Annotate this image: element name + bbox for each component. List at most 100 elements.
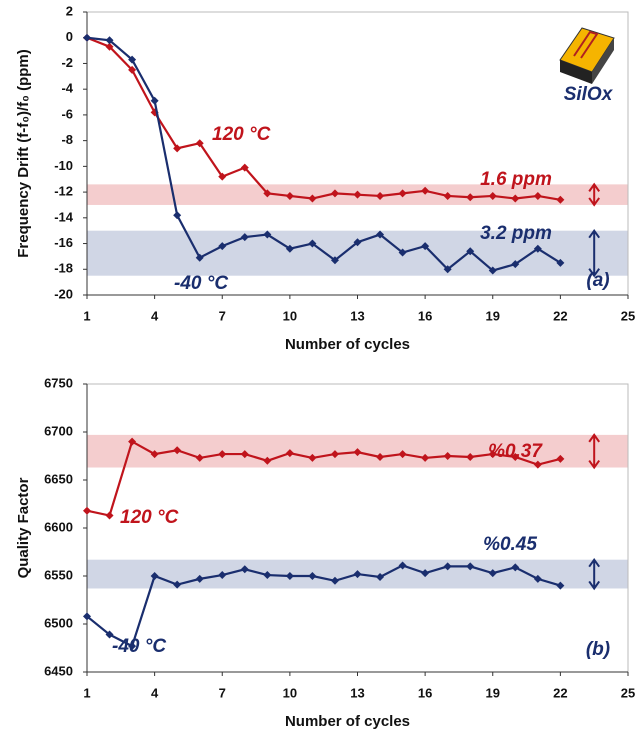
data-point	[105, 511, 114, 520]
series-label: -40 °C	[112, 636, 166, 657]
y-tick-label: 2	[66, 3, 73, 18]
x-tick-label: 16	[418, 685, 432, 700]
x-tick-label: 4	[151, 685, 159, 700]
data-point	[308, 239, 317, 248]
y-tick-label: 6750	[44, 375, 73, 390]
data-point	[150, 450, 159, 459]
data-point	[376, 191, 385, 200]
range-arrow	[588, 433, 601, 470]
x-axis-title: Number of cycles	[285, 336, 410, 353]
data-point	[263, 571, 272, 580]
data-point	[218, 450, 227, 459]
y-tick-label: -16	[54, 235, 73, 250]
x-tick-label: 13	[350, 308, 364, 323]
data-point	[218, 571, 227, 580]
data-point	[285, 244, 294, 253]
data-point	[105, 42, 114, 51]
data-point	[330, 189, 339, 198]
x-tick-label: 4	[151, 308, 159, 323]
data-point	[353, 570, 362, 579]
data-point	[285, 572, 294, 580]
data-point	[556, 195, 565, 204]
data-point	[263, 189, 272, 198]
y-tick-label: 0	[66, 29, 73, 44]
y-tick-label: 6450	[44, 663, 73, 678]
data-point	[218, 242, 227, 251]
data-point	[488, 450, 497, 459]
annotation: (a)	[586, 270, 609, 291]
data-point	[421, 453, 430, 462]
data-point	[240, 233, 249, 242]
data-point	[285, 449, 294, 458]
data-point	[285, 191, 294, 200]
data-point	[353, 190, 362, 199]
series-line	[86, 36, 561, 201]
y-tick-label: -10	[54, 158, 73, 173]
x-tick-label: 22	[553, 685, 567, 700]
data-point	[376, 572, 385, 581]
data-point	[128, 55, 137, 64]
x-tick-label: 22	[553, 308, 567, 323]
data-point	[398, 561, 407, 570]
data-point	[511, 452, 520, 461]
data-point	[556, 258, 565, 267]
range-arrow	[588, 557, 601, 591]
x-tick-label: 10	[283, 685, 297, 700]
x-tick-label: 25	[621, 685, 635, 700]
data-point	[488, 266, 497, 275]
data-point	[466, 193, 475, 202]
data-point	[150, 572, 159, 580]
data-point	[173, 446, 182, 455]
y-axis-title: Quality Factor	[15, 477, 32, 578]
data-point	[421, 186, 430, 195]
data-point	[150, 96, 159, 105]
silox-icon	[559, 27, 615, 84]
data-point	[511, 563, 520, 572]
x-axis-title: Number of cycles	[285, 713, 410, 730]
data-point	[511, 194, 520, 203]
data-point	[240, 163, 249, 172]
data-point	[308, 572, 317, 580]
data-point	[443, 562, 452, 571]
data-point	[218, 172, 227, 181]
x-tick-label: 1	[83, 308, 90, 323]
data-point	[195, 453, 204, 462]
data-point	[466, 247, 475, 256]
data-point	[556, 454, 565, 463]
data-point	[173, 580, 182, 589]
x-tick-label: 19	[486, 308, 500, 323]
annotation: (b)	[586, 639, 610, 660]
data-point	[128, 437, 137, 446]
y-tick-label: -8	[61, 132, 73, 147]
annotation: SilOx	[564, 84, 614, 105]
y-tick-label: -2	[61, 55, 73, 70]
data-point	[308, 194, 317, 203]
data-point	[443, 265, 452, 274]
band	[87, 230, 628, 276]
data-point	[421, 569, 430, 578]
data-point	[83, 506, 91, 515]
data-point	[195, 253, 204, 262]
data-point	[353, 448, 362, 457]
y-tick-label: -14	[54, 209, 74, 224]
y-tick-label: 6650	[44, 471, 73, 486]
data-point	[398, 189, 407, 198]
x-tick-label: 19	[486, 685, 500, 700]
y-tick-label: -12	[54, 184, 73, 199]
series-line	[86, 564, 561, 648]
x-tick-label: 7	[219, 308, 226, 323]
data-point	[83, 33, 91, 42]
data-point	[533, 460, 542, 469]
data-point	[128, 642, 137, 651]
x-tick-label: 7	[219, 685, 226, 700]
data-point	[511, 260, 520, 269]
data-point	[398, 450, 407, 459]
series-label: -40 °C	[174, 273, 228, 294]
x-tick-label: 13	[350, 685, 364, 700]
data-point	[533, 244, 542, 253]
data-point	[556, 581, 565, 590]
data-point	[376, 230, 385, 239]
data-point	[105, 36, 114, 45]
y-tick-label: 6600	[44, 519, 73, 534]
